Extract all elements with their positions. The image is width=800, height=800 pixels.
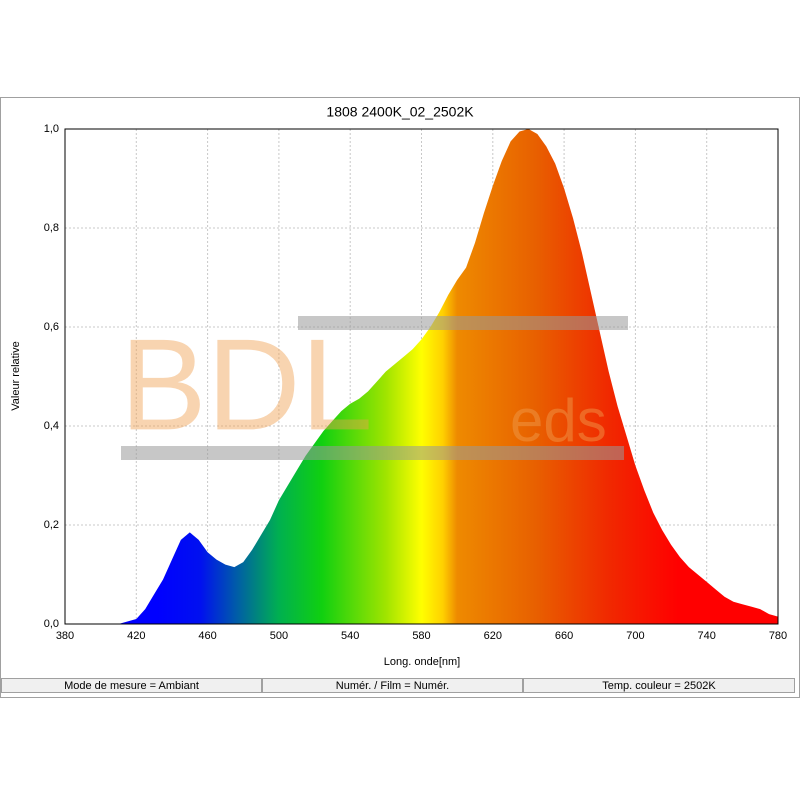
- y-tick-label: 0,2: [44, 519, 59, 531]
- x-tick-label: 460: [198, 630, 216, 642]
- x-tick-label: 620: [484, 630, 502, 642]
- x-tick-label: 740: [698, 630, 716, 642]
- x-tick-label: 700: [626, 630, 644, 642]
- plot-frame: [64, 128, 779, 625]
- x-tick-label: 540: [341, 630, 359, 642]
- watermark: BDL: [120, 311, 373, 457]
- watermark-bar: [298, 316, 628, 330]
- x-axis-label: Long. onde[nm]: [384, 656, 460, 668]
- y-tick-label: 0,6: [44, 321, 59, 333]
- y-tick-label: 1,0: [44, 123, 59, 135]
- watermark-bar: [121, 446, 624, 460]
- x-tick-label: 660: [555, 630, 573, 642]
- y-tick-label: 0,8: [44, 222, 59, 234]
- x-tick-label: 420: [127, 630, 145, 642]
- y-tick-label: 0,0: [44, 618, 59, 630]
- status-panel: Numér. / Film = Numér.: [262, 678, 523, 693]
- y-tick-label: 0,4: [44, 420, 59, 432]
- x-tick-label: 380: [56, 630, 74, 642]
- status-panel: Temp. couleur = 2502K: [523, 678, 795, 693]
- x-tick-label: 580: [412, 630, 430, 642]
- x-tick-label: 780: [769, 630, 787, 642]
- y-axis-label: Valeur relative: [10, 341, 22, 411]
- spectrum-area: [65, 129, 778, 624]
- watermark-small: eds: [510, 387, 607, 454]
- chart-title: 1808 2400K_02_2502K: [326, 104, 474, 120]
- x-tick-label: 500: [270, 630, 288, 642]
- status-panel: Mode de mesure = Ambiant: [1, 678, 262, 693]
